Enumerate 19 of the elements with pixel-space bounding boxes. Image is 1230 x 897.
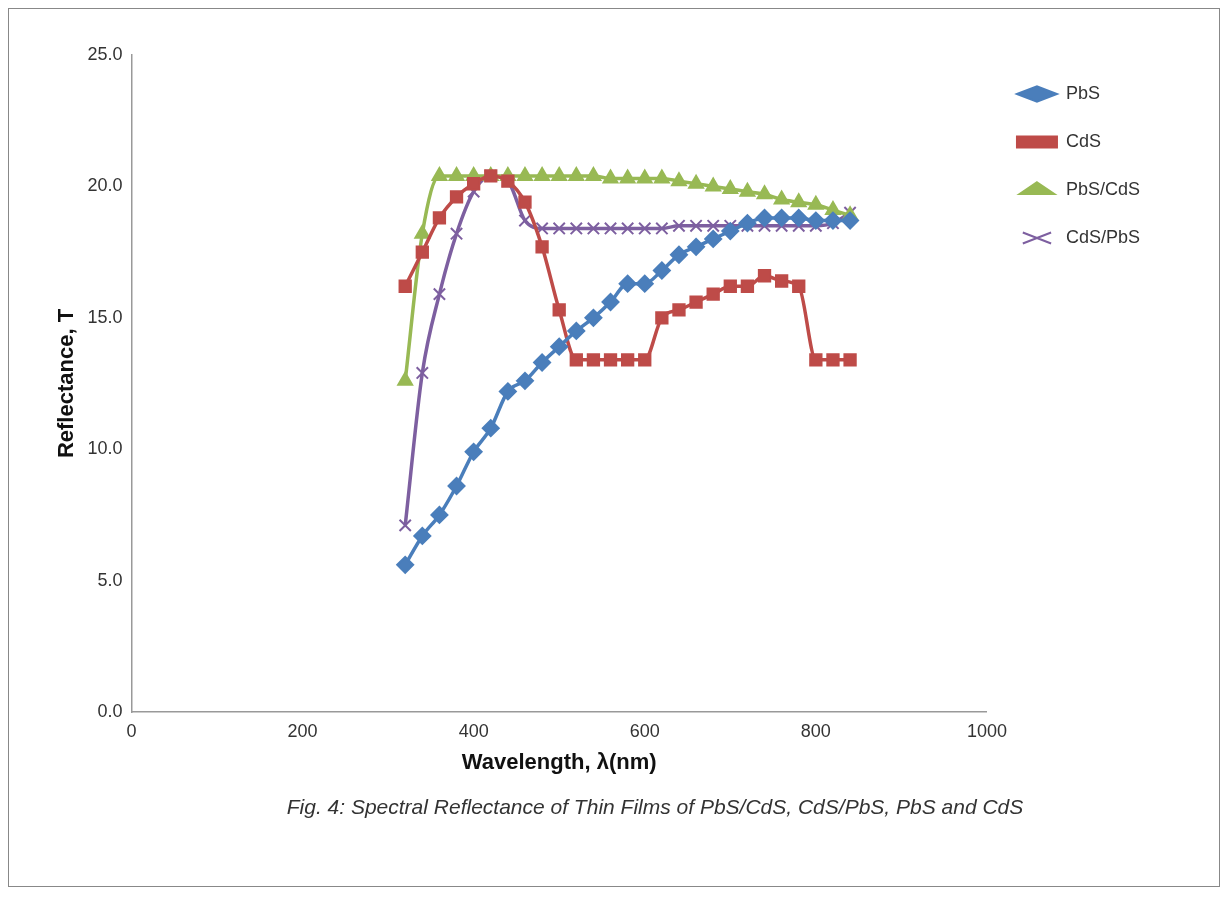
x-tick-label: 1000 [966, 720, 1007, 741]
x-tick-label: 0 [126, 720, 137, 741]
y-tick-label: 10.0 [87, 438, 123, 459]
caption: Fig. 4: Spectral Reflectance of Thin Films of PbS/CdS, CdS/PbS, PbS and CdS [285, 795, 1025, 819]
x-axis-title: Wavelength, λ(nm) [461, 748, 657, 774]
y-tick-label: 25.0 [87, 43, 123, 64]
y-tick-label: 0.0 [97, 700, 123, 721]
legend-label: CdS/PbS [1065, 226, 1141, 247]
y-axis-title: Reflectance, T [53, 308, 79, 459]
x-tick-label: 800 [800, 720, 831, 741]
legend-label: PbS [1065, 82, 1100, 103]
legend-label: PbS/CdS [1065, 178, 1141, 199]
legend-label: CdS [1065, 130, 1101, 151]
x-tick-label: 600 [629, 720, 660, 741]
y-tick-label: 15.0 [87, 306, 123, 327]
y-tick-label: 20.0 [87, 175, 123, 196]
x-tick-label: 400 [458, 720, 489, 741]
x-tick-label: 200 [287, 720, 318, 741]
y-tick-label: 5.0 [97, 569, 123, 590]
